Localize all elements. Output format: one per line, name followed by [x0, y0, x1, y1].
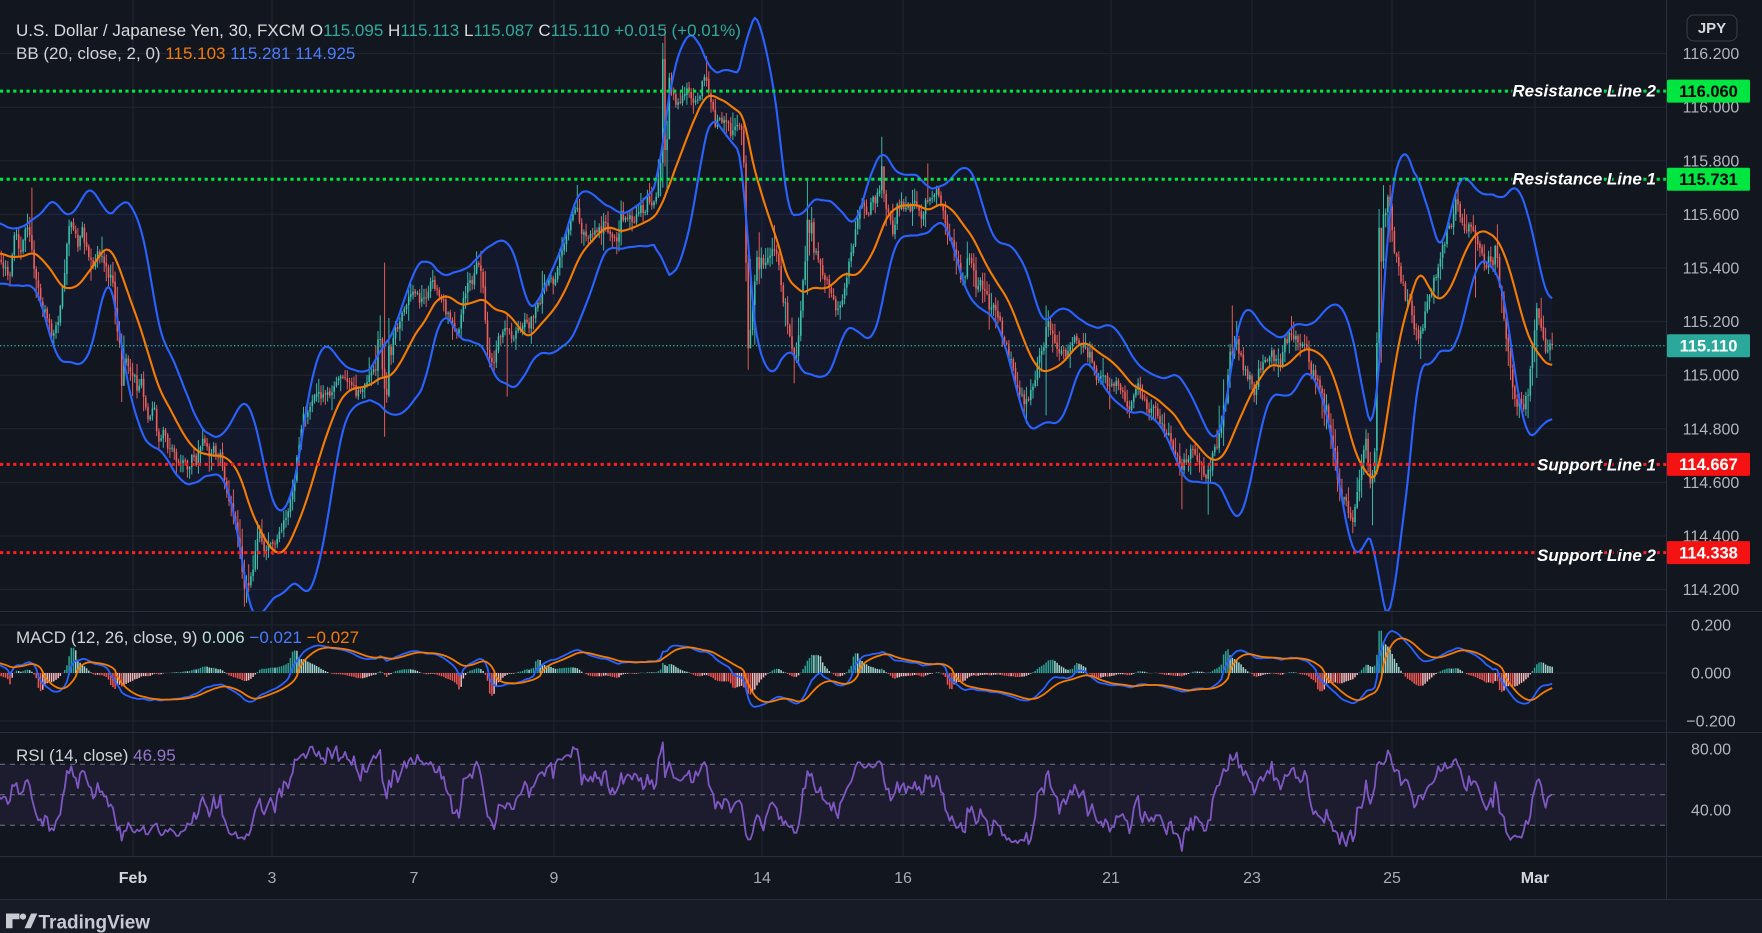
svg-text:Feb: Feb [119, 870, 148, 887]
svg-text:Resistance Line 2: Resistance Line 2 [1512, 82, 1656, 101]
svg-text:Support Line 1: Support Line 1 [1537, 456, 1656, 475]
svg-text:25: 25 [1383, 870, 1401, 887]
svg-text:115.800: 115.800 [1683, 153, 1740, 170]
svg-text:115.200: 115.200 [1683, 314, 1740, 331]
svg-text:9: 9 [550, 870, 559, 887]
svg-text:114.338: 114.338 [1679, 544, 1738, 562]
svg-text:115.000: 115.000 [1683, 368, 1740, 385]
svg-text:23: 23 [1243, 870, 1261, 887]
svg-text:Resistance Line 1: Resistance Line 1 [1512, 170, 1656, 189]
svg-text:116.060: 116.060 [1679, 83, 1738, 101]
svg-text:3: 3 [268, 870, 277, 887]
svg-text:−0.200: −0.200 [1686, 714, 1735, 731]
svg-text:0.200: 0.200 [1691, 618, 1731, 635]
svg-text:115.731: 115.731 [1679, 171, 1738, 189]
svg-text:80.00: 80.00 [1691, 742, 1731, 759]
svg-text:21: 21 [1102, 870, 1120, 887]
svg-text:114.667: 114.667 [1679, 456, 1738, 474]
svg-text:RSI (14, close) 46.95: RSI (14, close) 46.95 [16, 746, 176, 765]
svg-text:115.600: 115.600 [1683, 207, 1740, 224]
svg-text:TradingView: TradingView [39, 913, 151, 933]
svg-text:115.400: 115.400 [1683, 261, 1740, 278]
svg-text:Support Line 2: Support Line 2 [1537, 546, 1657, 565]
svg-text:U.S. Dollar / Japanese Yen, 30: U.S. Dollar / Japanese Yen, 30, FXCM O11… [16, 21, 741, 40]
svg-text:116.200: 116.200 [1683, 46, 1740, 63]
svg-text:114.200: 114.200 [1683, 582, 1740, 599]
svg-text:115.110: 115.110 [1680, 338, 1738, 356]
svg-text:Mar: Mar [1521, 870, 1549, 887]
svg-text:116.000: 116.000 [1683, 100, 1740, 117]
svg-text:16: 16 [894, 870, 912, 887]
svg-text:14: 14 [753, 870, 771, 887]
svg-text:114.600: 114.600 [1683, 475, 1740, 492]
svg-text:BB (20, close, 2, 0) 115.103: BB (20, close, 2, 0) 115.103 115.281 114… [16, 44, 355, 63]
svg-text:0.000: 0.000 [1691, 666, 1731, 683]
svg-text:40.00: 40.00 [1691, 803, 1731, 820]
svg-text:MACD (12, 26, close, 9) 0.006: MACD (12, 26, close, 9) 0.006 −0.021 −0.… [16, 628, 359, 647]
svg-text:114.800: 114.800 [1683, 421, 1740, 438]
svg-text:7: 7 [410, 870, 419, 887]
svg-text:JPY: JPY [1698, 20, 1726, 37]
